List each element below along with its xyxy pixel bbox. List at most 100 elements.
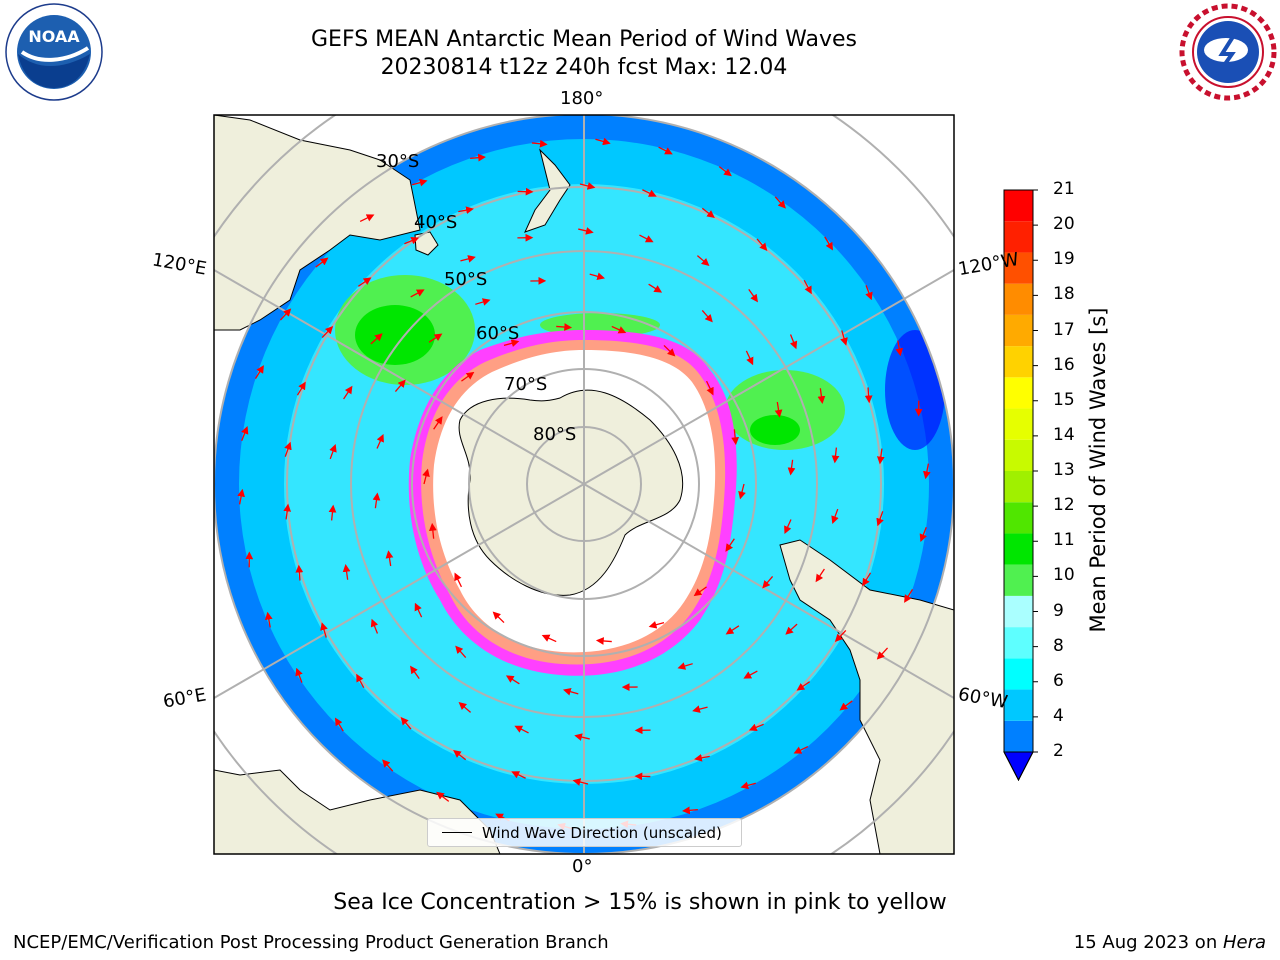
wave-direction-arrow — [511, 771, 526, 779]
wave-direction-arrow — [705, 380, 714, 396]
wave-direction-arrow — [831, 447, 840, 464]
wave-direction-arrow — [817, 388, 826, 404]
wave-direction-arrow — [400, 716, 412, 730]
wave-direction-arrow — [745, 350, 754, 366]
colorbar-tick-label: 8 — [1053, 635, 1064, 656]
wave-direction-arrow — [458, 206, 474, 214]
wave-direction-arrow — [410, 289, 425, 298]
wave-direction-arrow — [514, 725, 529, 734]
wave-direction-arrow — [796, 681, 811, 691]
colorbar-tick-label: 10 — [1053, 565, 1075, 586]
wave-direction-arrow — [876, 647, 889, 660]
wave-direction-arrow — [460, 255, 476, 263]
wave-direction-arrow — [376, 433, 384, 449]
wave-direction-arrow — [743, 670, 758, 679]
credit-date: 15 Aug 2023 on — [1073, 932, 1223, 953]
wave-direction-arrow — [436, 791, 450, 802]
wave-direction-arrow — [385, 550, 394, 567]
wave-direction-arrow — [572, 778, 589, 786]
colorbar-segment — [1004, 658, 1033, 690]
wave-direction-arrow — [574, 733, 590, 741]
map-frame — [213, 114, 955, 855]
wave-direction-arrow — [682, 806, 698, 815]
wave-direction-arrow — [785, 623, 798, 635]
wave-direction-arrow — [320, 622, 328, 638]
wave-direction-arrow — [748, 723, 764, 731]
lat-label-80s: 80°S — [533, 424, 577, 445]
wave-direction-arrow — [372, 492, 381, 509]
wave-direction-arrow — [648, 620, 665, 629]
colorbar-segment — [1004, 408, 1033, 440]
wave-direction-arrow — [283, 503, 292, 520]
lat-label-30s: 30°S — [376, 151, 420, 172]
wave-direction-arrow — [725, 625, 740, 635]
colorbar-tick-label: 21 — [1053, 179, 1075, 199]
colorbar-tick-label: 13 — [1053, 460, 1075, 480]
longitude-gridlines — [214, 115, 954, 854]
lat-label-70s: 70°S — [504, 374, 548, 395]
colorbar-segment — [1004, 221, 1033, 253]
colorbar-extend-triangle — [1003, 751, 1034, 782]
lon-label-180: 180° — [560, 88, 604, 109]
wave-direction-arrow — [748, 288, 758, 303]
colorbar-segment — [1004, 439, 1033, 471]
wave-direction-arrow — [663, 344, 676, 357]
wave-direction-arrow — [254, 365, 264, 379]
colorbar-tick-label: 16 — [1053, 354, 1075, 375]
wave-direction-arrow — [839, 700, 853, 711]
colorbar-tick-label: 20 — [1053, 214, 1075, 235]
noaa-logo: NOAA — [5, 3, 103, 101]
colorbar-segment — [1004, 283, 1033, 315]
wave-direction-arrow — [461, 371, 475, 382]
wave-direction-arrow — [329, 444, 337, 460]
wave-direction-arrow — [541, 634, 557, 643]
wave-direction-arrow — [865, 285, 873, 301]
wave-direction-arrow — [725, 538, 735, 552]
wave-direction-arrow — [864, 387, 873, 404]
colorbar-segment — [1004, 595, 1033, 628]
wave-direction-arrow — [505, 675, 520, 685]
wave-direction-arrow — [562, 687, 579, 696]
wave-direction-arrow — [475, 298, 491, 306]
lat-label-40s: 40°S — [414, 212, 458, 233]
lat-label-60s: 60°S — [476, 323, 520, 344]
colorbar-segment — [1004, 377, 1033, 409]
wave-direction-arrow — [923, 463, 931, 480]
wave-direction-arrow — [328, 504, 337, 521]
wave-direction-arrow — [492, 611, 505, 624]
wave-direction-arrow — [334, 717, 344, 732]
wave-direction-arrow — [394, 379, 406, 393]
wave-direction-arrow — [793, 745, 809, 754]
map-legend: Wind Wave Direction (unscaled) — [427, 818, 742, 847]
colorbar-segment — [1004, 689, 1033, 721]
wave-direction-arrow — [756, 238, 768, 252]
colorbar-tick-label: 14 — [1053, 424, 1075, 445]
colorbar-border — [1003, 189, 1034, 782]
wave-direction-arrow — [701, 310, 713, 323]
wave-direction-arrow — [787, 459, 796, 476]
wave-direction-arrow — [321, 326, 334, 338]
colorbar-segment — [1004, 502, 1033, 534]
legend-label: Wind Wave Direction (unscaled) — [482, 823, 722, 842]
wave-direction-arrow — [343, 385, 353, 400]
footnote-text: Sea Ice Concentration > 15% is shown in … — [333, 890, 947, 915]
wave-direction-arrow — [428, 333, 443, 343]
wave-direction-arrow — [693, 586, 707, 597]
wave-direction-arrow — [458, 702, 472, 713]
wave-direction-arrow — [589, 272, 606, 281]
wave-direction-arrow — [718, 166, 732, 177]
wave-direction-arrow — [455, 645, 467, 658]
wave-direction-arrow — [876, 511, 884, 527]
wave-direction-arrow — [595, 137, 611, 146]
wave-direction-arrow — [433, 416, 443, 430]
wave-direction-arrow — [428, 522, 437, 539]
wave-direction-arrow — [241, 425, 249, 442]
colorbar-tick-label: 11 — [1053, 530, 1075, 551]
lon-label-0: 0° — [572, 856, 593, 877]
wave-direction-arrow — [642, 189, 657, 197]
wave-direction-arrow — [824, 236, 834, 251]
colorbar-segment — [1004, 190, 1033, 222]
wave-direction-arrow — [694, 754, 710, 762]
legend-line-swatch — [442, 832, 472, 833]
wave-direction-arrow — [357, 277, 372, 287]
